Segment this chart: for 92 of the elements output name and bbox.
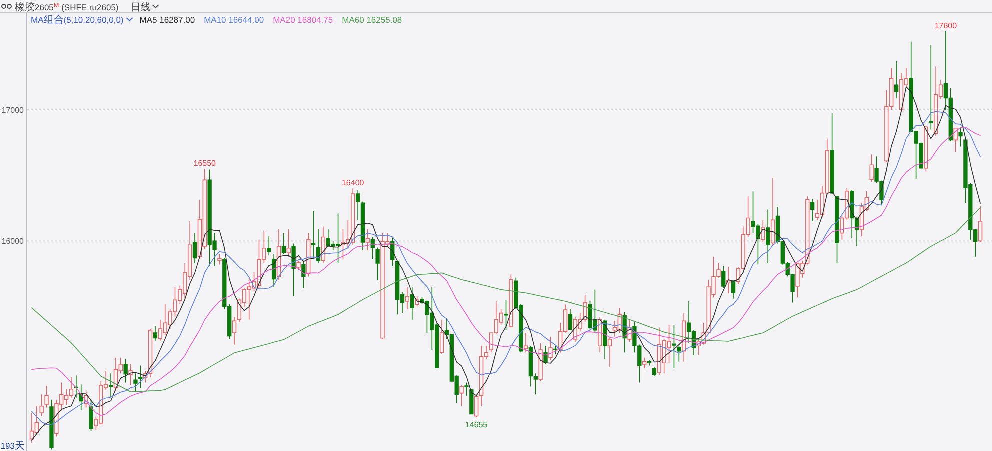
candlestick	[554, 346, 558, 354]
text: MA5 16287.00	[140, 15, 196, 25]
candlestick	[40, 394, 44, 417]
candlestick	[124, 358, 128, 384]
candlestick	[642, 357, 647, 369]
candlestick	[89, 399, 94, 432]
candlestick	[108, 373, 114, 398]
candlestick	[464, 382, 469, 396]
candlestick	[538, 343, 543, 382]
candlestick	[267, 236, 272, 256]
candlestick	[602, 319, 608, 360]
candlestick	[84, 390, 88, 408]
candlestick	[761, 220, 766, 243]
candlestick	[608, 338, 612, 368]
annotation: 14655	[465, 420, 488, 430]
candlestick	[415, 296, 420, 308]
candlestick	[138, 365, 143, 388]
legend-title: MA组合(5,10,20,60,0,0)	[31, 14, 124, 26]
candlestick	[647, 360, 652, 366]
text: MA20 16804.75	[273, 15, 334, 25]
candlestick	[958, 126, 963, 148]
candlestick	[460, 385, 464, 407]
candlestick	[677, 346, 682, 362]
candlestick	[128, 364, 133, 386]
candlestick	[282, 232, 286, 255]
candlestick	[509, 274, 514, 328]
candlestick	[286, 228, 291, 258]
annotation: 17600	[934, 21, 958, 30]
candlestick	[726, 267, 731, 294]
candlestick	[440, 319, 444, 354]
candlestick	[504, 300, 508, 331]
candlestick	[731, 280, 736, 300]
candlestick	[470, 388, 474, 415]
candlestick	[628, 319, 632, 343]
candlestick	[410, 286, 414, 320]
candlestick	[850, 190, 854, 239]
candlestick	[954, 128, 958, 152]
candlestick	[924, 126, 928, 172]
candlestick	[232, 316, 237, 346]
line-series	[32, 207, 981, 392]
candlestick	[356, 190, 360, 221]
candlestick	[568, 308, 573, 331]
candlestick	[548, 336, 553, 361]
candlestick	[50, 399, 54, 450]
candlestick	[360, 201, 366, 251]
candlestick	[929, 44, 934, 130]
candlestick	[652, 366, 657, 377]
candlestick	[376, 247, 380, 281]
candlestick	[79, 384, 84, 411]
annotation: 16550	[194, 159, 217, 168]
candlestick	[272, 254, 276, 288]
candlestick	[321, 226, 326, 264]
candlestick	[810, 198, 815, 222]
candlestick	[722, 266, 726, 289]
candlestick	[766, 209, 770, 264]
chart-subtitle: 日线	[130, 2, 151, 14]
candlestick	[276, 228, 282, 281]
candlestick	[870, 154, 874, 183]
candlestick	[74, 375, 79, 399]
candlestick	[770, 178, 776, 247]
candlestick	[894, 61, 899, 99]
candlestick	[292, 243, 296, 297]
candlestick	[524, 332, 528, 354]
candlestick	[672, 324, 676, 369]
candlestick	[370, 236, 375, 260]
candlestick	[311, 210, 316, 259]
annotation: 16400	[342, 178, 365, 188]
candlestick	[144, 370, 148, 384]
candlestick	[44, 386, 49, 408]
candlestick	[153, 326, 158, 342]
y-tick-label: 17000	[2, 106, 25, 116]
candlestick	[835, 196, 840, 264]
candlestick	[978, 206, 983, 243]
candlestick	[366, 228, 370, 251]
candlestick	[528, 346, 534, 388]
candlestick	[598, 316, 602, 354]
candlestick	[682, 312, 686, 362]
text: MA10 16644.00	[204, 15, 264, 25]
text: MA60 16255.08	[342, 15, 402, 25]
candlestick	[306, 232, 311, 277]
candlestick	[134, 373, 138, 392]
candlestick	[296, 260, 301, 270]
candlestick	[218, 254, 222, 266]
text: 193天	[0, 441, 25, 451]
candlestick	[148, 328, 153, 378]
y-tick-label: 16000	[2, 237, 25, 246]
candlestick	[830, 112, 834, 194]
chart-title: 橡胶2605$^{M}$ (SHFE ru2605)	[15, 2, 119, 14]
candlestick	[192, 232, 198, 264]
candlestick	[405, 286, 410, 310]
candlestick	[534, 373, 538, 396]
candlestick	[302, 260, 306, 289]
